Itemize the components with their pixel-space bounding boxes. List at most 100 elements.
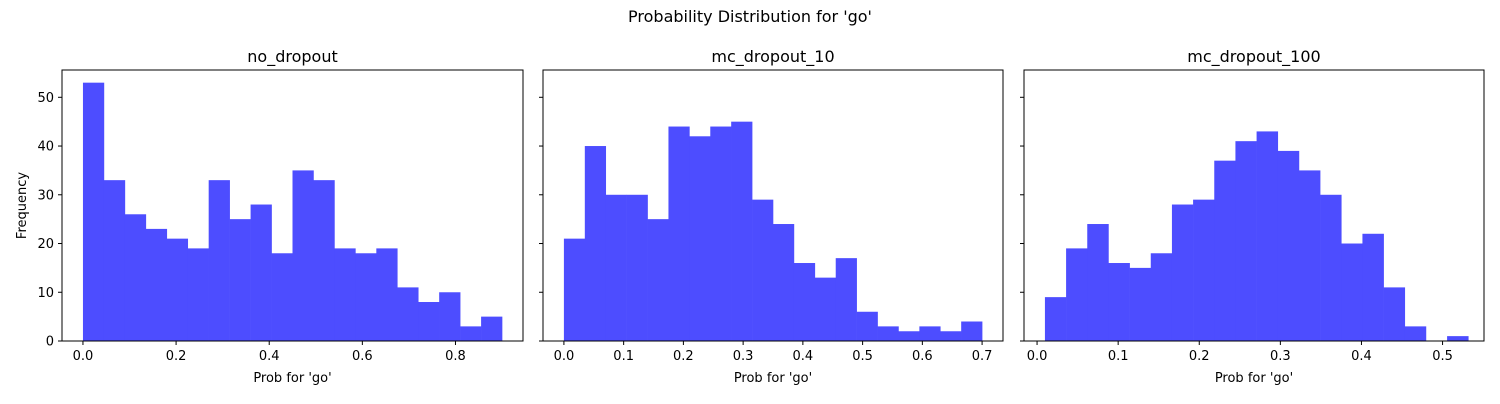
histogram-bar <box>1171 204 1194 341</box>
y-tick-label: 50 <box>37 91 54 106</box>
histogram-bar <box>1320 194 1342 341</box>
x-tick-label: 0.8 <box>445 349 466 364</box>
histogram-bar <box>187 248 209 341</box>
histogram-bar <box>355 253 377 341</box>
histogram-bar <box>376 248 398 341</box>
histogram-bar <box>752 199 774 341</box>
histogram-bar <box>1235 141 1257 341</box>
x-tick-label: 0.1 <box>613 349 634 364</box>
histogram-panel-3: 0.0 0.1 0.2 0.3 0.4 0.5 mc_dropout_100 Prob for… <box>1020 47 1485 386</box>
histogram-bar <box>835 258 857 341</box>
histogram-bar <box>731 121 753 341</box>
x-tick-label: 0.4 <box>259 349 280 364</box>
histogram-bar <box>605 194 627 341</box>
x-tick-label: 0.6 <box>352 349 373 364</box>
histogram-bar <box>250 204 272 341</box>
y-tick-label: 10 <box>37 286 54 301</box>
x-tick-label: 0.2 <box>166 349 187 364</box>
histogram-bar <box>124 214 147 341</box>
histogram-bar <box>814 277 837 341</box>
x-tick-label: 0.4 <box>1351 349 1372 364</box>
plot-frame <box>542 69 1004 342</box>
panel-title: mc_dropout_100 <box>1187 47 1320 67</box>
histogram-bar <box>460 326 482 341</box>
x-tick-label: 0.6 <box>912 349 933 364</box>
figure-suptitle: Probability Distribution for 'go' <box>628 7 872 26</box>
histogram-bar <box>439 292 461 341</box>
histogram-bar <box>292 170 314 341</box>
histogram-bar <box>1256 131 1279 341</box>
histogram-bar <box>1066 248 1088 341</box>
histogram-bar <box>1383 287 1406 341</box>
y-tick-label: 0 <box>46 335 54 350</box>
histogram-bar <box>1277 150 1300 341</box>
histogram-bar <box>1044 297 1067 341</box>
histogram-bar <box>898 331 920 341</box>
histogram-bar <box>689 136 711 341</box>
x-tick-label: 0.0 <box>1027 349 1048 364</box>
panel-title: no_dropout <box>247 47 337 67</box>
histogram-bar <box>1129 267 1152 341</box>
histogram-bar <box>793 263 816 341</box>
histogram-bar <box>919 326 941 341</box>
histogram-bar <box>710 126 732 341</box>
histogram-bar <box>773 224 795 341</box>
histogram-bar <box>626 194 648 341</box>
histogram-bar <box>1404 326 1427 341</box>
histogram-bar <box>208 180 230 341</box>
histogram-bar <box>877 326 899 341</box>
y-tick-label: 30 <box>37 188 54 203</box>
histogram-bar <box>1362 233 1384 341</box>
y-tick-label: 20 <box>37 237 54 252</box>
histogram-bar <box>1341 243 1363 341</box>
histogram-bar <box>940 331 962 341</box>
histogram-bar <box>313 180 335 341</box>
x-tick-label: 0.7 <box>972 349 993 364</box>
plot-frame <box>1023 69 1485 342</box>
y-axis-label: Frequency <box>15 172 30 239</box>
histogram-bar <box>418 302 440 341</box>
histogram-bar <box>1150 253 1173 341</box>
histogram-bar <box>82 82 105 341</box>
x-axis-label: Prob for 'go' <box>734 371 812 386</box>
x-tick-label: 0.3 <box>733 349 754 364</box>
histogram-panel-1: 0.0 0.2 0.4 0.6 0.8 0 10 20 30 40 50 no_dropout Prob… <box>15 47 524 386</box>
histogram-bar <box>1214 160 1236 341</box>
histogram-bar <box>271 253 293 341</box>
x-tick-label: 0.0 <box>554 349 575 364</box>
plot-frame <box>61 69 524 342</box>
histogram-bar <box>481 316 503 341</box>
histogram-bar <box>668 126 690 341</box>
x-axis-label: Prob for 'go' <box>1215 371 1293 386</box>
histogram-bar <box>1193 199 1215 341</box>
histogram-bar <box>584 146 607 341</box>
x-tick-label: 0.3 <box>1270 349 1291 364</box>
x-tick-label: 0.5 <box>1432 349 1453 364</box>
x-axis-label: Prob for 'go' <box>253 371 331 386</box>
x-tick-label: 0.5 <box>852 349 873 364</box>
histogram-bar <box>397 287 419 341</box>
x-tick-label: 0.0 <box>73 349 94 364</box>
x-tick-label: 0.2 <box>1189 349 1210 364</box>
histogram-bar <box>856 311 878 341</box>
histogram-bar <box>166 238 189 341</box>
histogram-bar <box>1447 336 1469 341</box>
histogram-bar <box>145 228 168 341</box>
x-tick-label: 0.1 <box>1108 349 1129 364</box>
histogram-bar <box>647 219 669 341</box>
x-tick-label: 0.2 <box>673 349 694 364</box>
histogram-panel-2: 0.0 0.1 0.2 0.3 0.4 0.5 0.6 0.7 mc_dropout_10 Pro… <box>539 47 1004 386</box>
histogram-bar <box>563 238 586 341</box>
x-tick-label: 0.4 <box>793 349 814 364</box>
histogram-bar <box>1298 170 1321 341</box>
histogram-bar <box>1087 224 1109 341</box>
histogram-bar <box>103 180 126 341</box>
y-tick-label: 40 <box>37 140 54 155</box>
histogram-bar <box>229 219 251 341</box>
histogram-bar <box>1108 263 1130 341</box>
histogram-bar <box>334 248 356 341</box>
panel-title: mc_dropout_10 <box>711 47 834 67</box>
histogram-bar <box>961 321 983 341</box>
